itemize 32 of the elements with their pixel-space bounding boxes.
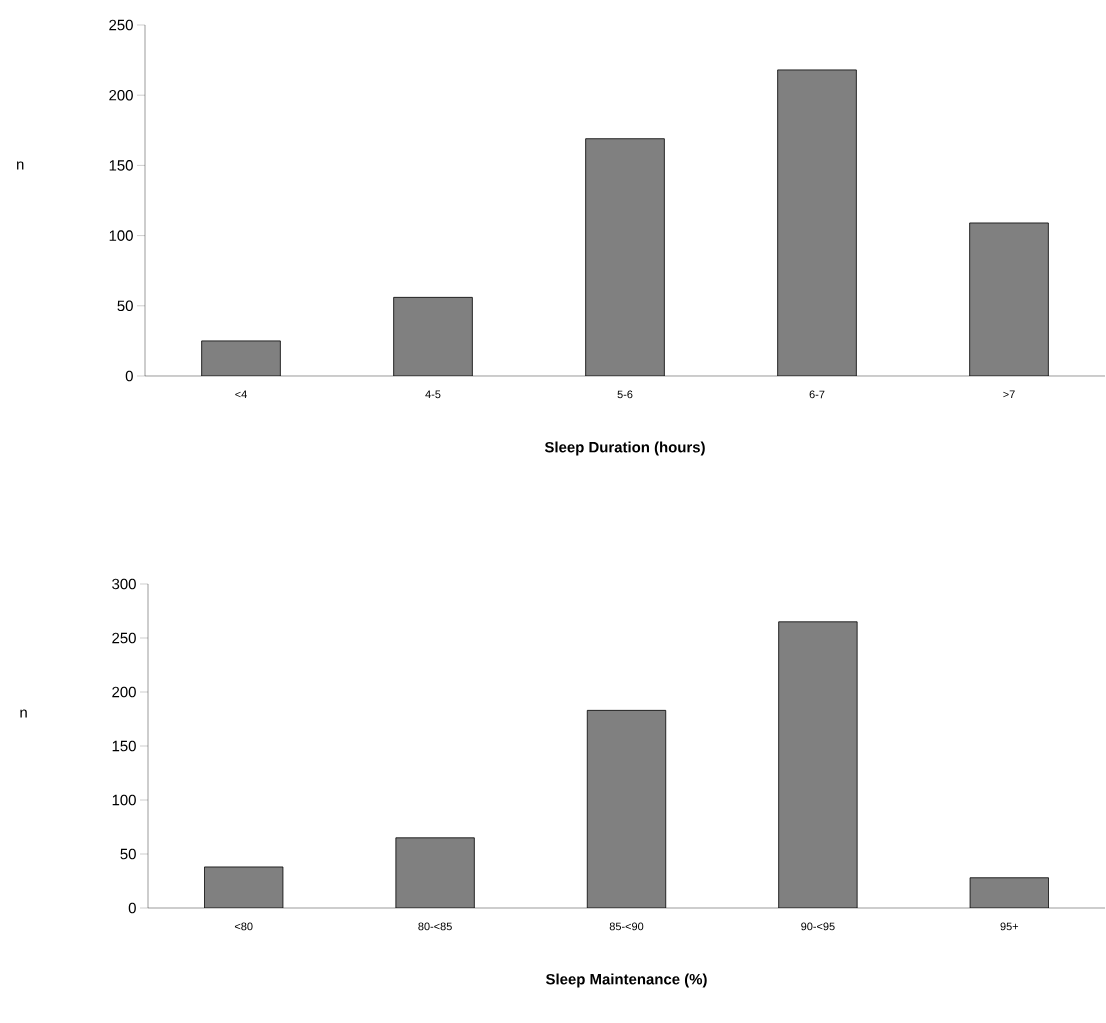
x-tick-label: 6-7 [809,390,825,399]
bar [395,837,475,908]
y-tick-label: 100 [109,230,133,241]
y-tick-label: 150 [112,740,136,752]
x-tick-label: 95+ [1000,922,1019,931]
y-tick-label: 100 [112,794,136,806]
bar [969,877,1049,908]
y-tick-label: 150 [109,160,133,171]
y-tick-label: 0 [125,370,133,382]
x-tick-label: 4-5 [425,390,441,399]
y-axis-title: n [17,161,24,170]
x-tick-label: 85-<90 [609,922,644,931]
x-tick-label: 5-6 [617,390,633,399]
y-tick-label: 50 [117,300,133,312]
y-tick-label: 250 [112,632,136,644]
y-tick-label: 200 [112,686,136,698]
y-tick-label: 0 [128,902,136,914]
x-tick-label: >7 [1003,390,1015,399]
x-tick-label: <80 [234,922,253,931]
x-tick-label: 80-<85 [418,922,452,931]
y-tick-label: 300 [112,578,136,590]
x-tick-label: 90-<95 [801,922,835,931]
y-axis-title: n [20,709,27,718]
y-tick-label: 50 [120,848,136,860]
bar [586,709,667,908]
bar [778,621,858,908]
bar [204,866,284,908]
y-tick-label: 200 [109,89,133,101]
x-tick-label: <4 [235,390,247,399]
x-axis-title: Sleep Maintenance (%) [545,973,707,988]
y-tick-label: 250 [109,19,133,31]
x-axis-title: Sleep Duration (hours) [544,441,705,456]
